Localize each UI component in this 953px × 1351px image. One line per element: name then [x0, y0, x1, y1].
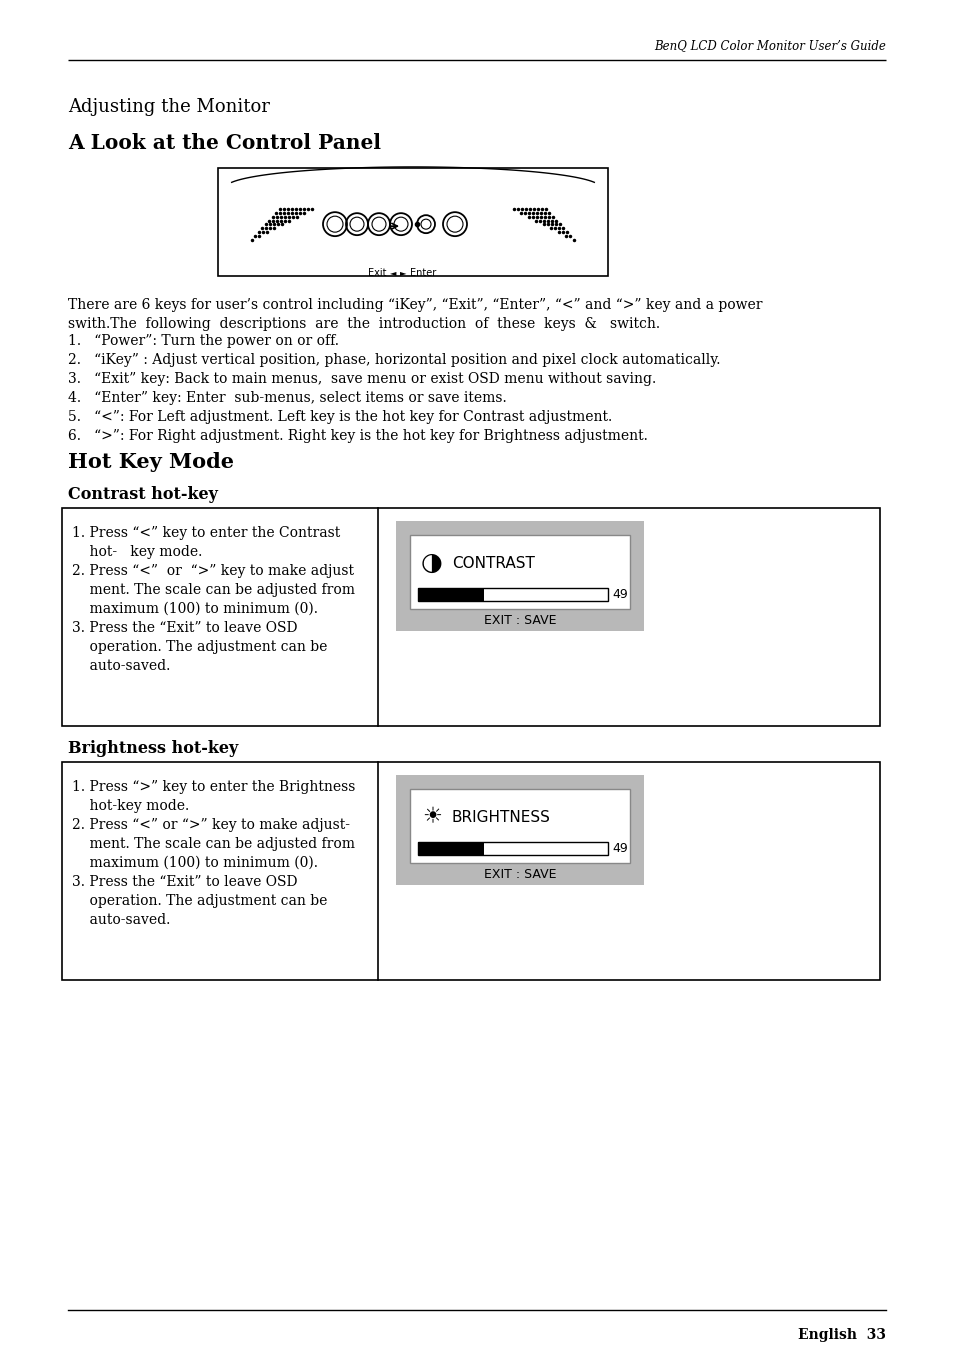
Text: maximum (100) to minimum (0).: maximum (100) to minimum (0).: [71, 857, 317, 870]
Text: ment. The scale can be adjusted from: ment. The scale can be adjusted from: [71, 838, 355, 851]
Text: BRIGHTNESS: BRIGHTNESS: [452, 809, 550, 824]
Text: Contrast hot-key: Contrast hot-key: [68, 486, 217, 503]
Text: 3. Press the “Exit” to leave OSD: 3. Press the “Exit” to leave OSD: [71, 875, 297, 889]
Bar: [218, 168, 607, 276]
Text: 2.   “iKey” : Adjust vertical position, phase, horizontal position and pixel clo: 2. “iKey” : Adjust vertical position, ph…: [68, 353, 720, 367]
Text: swith.The  following  descriptions  are  the  introduction  of  these  keys  &  : swith.The following descriptions are the…: [68, 317, 659, 331]
Bar: [395, 775, 643, 885]
Text: A Look at the Control Panel: A Look at the Control Panel: [68, 132, 380, 153]
Bar: [417, 842, 607, 855]
Text: operation. The adjustment can be: operation. The adjustment can be: [71, 640, 327, 654]
Bar: [62, 508, 879, 725]
Text: 1.   “Power”: Turn the power on or off.: 1. “Power”: Turn the power on or off.: [68, 334, 338, 349]
Text: operation. The adjustment can be: operation. The adjustment can be: [71, 894, 327, 908]
Text: EXIT : SAVE: EXIT : SAVE: [483, 869, 556, 881]
Text: CONTRAST: CONTRAST: [452, 555, 535, 570]
Bar: [417, 588, 483, 601]
Text: English  33: English 33: [797, 1328, 885, 1342]
Text: 3.   “Exit” key: Back to main menus,  save menu or exist OSD menu without saving: 3. “Exit” key: Back to main menus, save …: [68, 372, 656, 386]
Text: 2. Press “<”  or  “>” key to make adjust: 2. Press “<” or “>” key to make adjust: [71, 563, 354, 578]
Bar: [395, 521, 643, 631]
Text: Adjusting the Monitor: Adjusting the Monitor: [68, 99, 270, 116]
Bar: [410, 535, 629, 609]
Text: maximum (100) to minimum (0).: maximum (100) to minimum (0).: [71, 603, 317, 616]
Text: Brightness hot-key: Brightness hot-key: [68, 740, 238, 757]
Bar: [417, 842, 483, 855]
Text: hot-   key mode.: hot- key mode.: [71, 544, 202, 559]
Text: Exit: Exit: [368, 267, 386, 278]
Text: 49: 49: [612, 842, 627, 855]
Text: Enter: Enter: [410, 267, 436, 278]
Text: ☀: ☀: [421, 807, 441, 828]
Text: 2. Press “<” or “>” key to make adjust-: 2. Press “<” or “>” key to make adjust-: [71, 817, 350, 832]
Text: auto-saved.: auto-saved.: [71, 659, 171, 673]
Text: auto-saved.: auto-saved.: [71, 913, 171, 927]
Bar: [417, 588, 607, 601]
Text: There are 6 keys for user’s control including “iKey”, “Exit”, “Enter”, “<” and “: There are 6 keys for user’s control incl…: [68, 299, 761, 312]
Text: ◑: ◑: [420, 551, 442, 574]
Text: ment. The scale can be adjusted from: ment. The scale can be adjusted from: [71, 584, 355, 597]
Text: 49: 49: [612, 588, 627, 601]
Text: 6.   “>”: For Right adjustment. Right key is the hot key for Brightness adjustme: 6. “>”: For Right adjustment. Right key …: [68, 430, 647, 443]
Text: ►: ►: [399, 267, 406, 277]
Text: hot-key mode.: hot-key mode.: [71, 798, 189, 813]
Bar: [410, 789, 629, 863]
Text: EXIT : SAVE: EXIT : SAVE: [483, 615, 556, 627]
Text: 4.   “Enter” key: Enter  sub-menus, select items or save items.: 4. “Enter” key: Enter sub-menus, select …: [68, 390, 506, 405]
Text: 1. Press “<” key to enter the Contrast: 1. Press “<” key to enter the Contrast: [71, 526, 340, 540]
Text: 1. Press “>” key to enter the Brightness: 1. Press “>” key to enter the Brightness: [71, 780, 355, 794]
Bar: [62, 762, 879, 979]
Text: ◄: ◄: [390, 267, 396, 277]
Text: Hot Key Mode: Hot Key Mode: [68, 453, 233, 471]
Text: BenQ LCD Color Monitor User’s Guide: BenQ LCD Color Monitor User’s Guide: [654, 39, 885, 51]
Text: 5.   “<”: For Left adjustment. Left key is the hot key for Contrast adjustment.: 5. “<”: For Left adjustment. Left key is…: [68, 409, 612, 424]
Text: 3. Press the “Exit” to leave OSD: 3. Press the “Exit” to leave OSD: [71, 621, 297, 635]
